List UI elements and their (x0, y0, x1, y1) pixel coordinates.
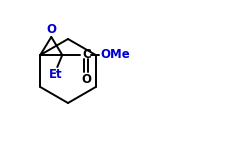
Text: O: O (46, 23, 56, 36)
Text: O: O (81, 73, 91, 86)
Text: OMe: OMe (100, 48, 130, 61)
Text: Et: Et (48, 68, 62, 81)
Text: C: C (82, 48, 91, 61)
